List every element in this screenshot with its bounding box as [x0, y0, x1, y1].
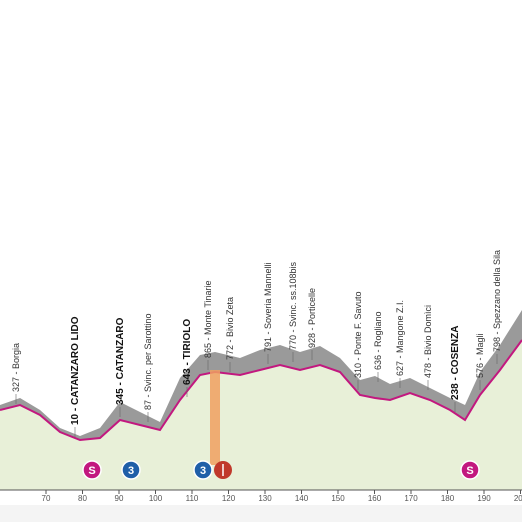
km-label: 70 — [42, 494, 51, 503]
place-label: 478 - Bivio Domìci — [423, 305, 433, 378]
profile-shade — [0, 310, 522, 440]
marker-label: S — [466, 465, 473, 477]
place-label: 238 - COSENZA — [450, 326, 461, 400]
place-label: 345 - CATANZARO — [115, 317, 126, 405]
km-label: 180 — [441, 494, 455, 503]
km-label: 160 — [368, 494, 382, 503]
km-label: 90 — [115, 494, 124, 503]
km-label: 120 — [222, 494, 236, 503]
place-label: 636 - Rogliano — [373, 311, 383, 370]
marker-label: S — [88, 465, 95, 477]
km-label: 190 — [477, 494, 491, 503]
place-label: 791 - Soveria Mannelli — [263, 262, 273, 352]
profile-line — [0, 339, 522, 442]
place-label: 798 - Spezzano della Sila — [492, 250, 502, 352]
marker-label: 3 — [128, 465, 134, 477]
place-label: 770 - Svinc. ss.108bis — [288, 261, 298, 350]
marker-label: 3 — [200, 465, 206, 477]
km-label: 100 — [149, 494, 163, 503]
marker — [193, 460, 213, 480]
footer-strip — [0, 505, 522, 522]
place-label: 928 - Porticelle — [307, 288, 317, 348]
place-label: 627 - Mangone Z.I. — [395, 300, 405, 376]
place-label: 865 - Monte Tinarie — [203, 280, 213, 358]
profile-fill — [0, 340, 522, 490]
place-label: 576 - Magli — [475, 333, 485, 378]
km-label: 130 — [258, 494, 272, 503]
place-label: 643 - TIRIOLO — [182, 319, 193, 385]
km-label: 200 — [514, 494, 522, 503]
km-label: 80 — [78, 494, 87, 503]
marker — [121, 460, 141, 480]
place-label: 772 - Bivio Zeta — [225, 297, 235, 360]
place-label: 327 - Borgia — [11, 343, 21, 392]
km-label: 140 — [295, 494, 309, 503]
km-label: 110 — [186, 494, 199, 503]
km-label: 150 — [331, 494, 345, 503]
place-label: 310 - Ponte F. Savuto — [353, 291, 363, 378]
climb-band — [210, 370, 220, 465]
marker — [460, 460, 480, 480]
km-label: 170 — [404, 494, 418, 503]
place-label: 87 - Svinc. per Sarottino — [143, 313, 153, 410]
place-label: 10 - CATANZARO LIDO — [70, 316, 81, 425]
marker — [82, 460, 102, 480]
